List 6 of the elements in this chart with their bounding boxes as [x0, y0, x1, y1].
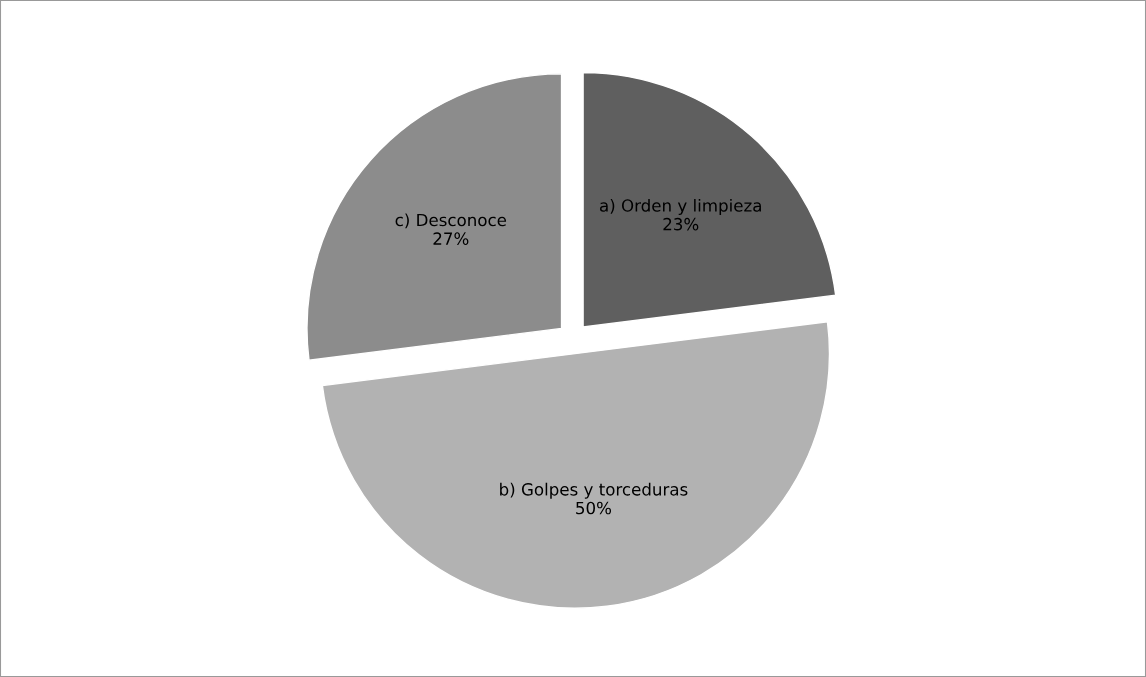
- data-label: 50%: [576, 501, 612, 515]
- data-label: 23%: [663, 217, 699, 231]
- slice-label: a) Orden y limpieza: [600, 198, 761, 216]
- slice-label: b) Golpes y torceduras: [500, 482, 688, 499]
- slice-label: c) Desconoce: [395, 213, 507, 229]
- data-label: 27%: [433, 232, 469, 245]
